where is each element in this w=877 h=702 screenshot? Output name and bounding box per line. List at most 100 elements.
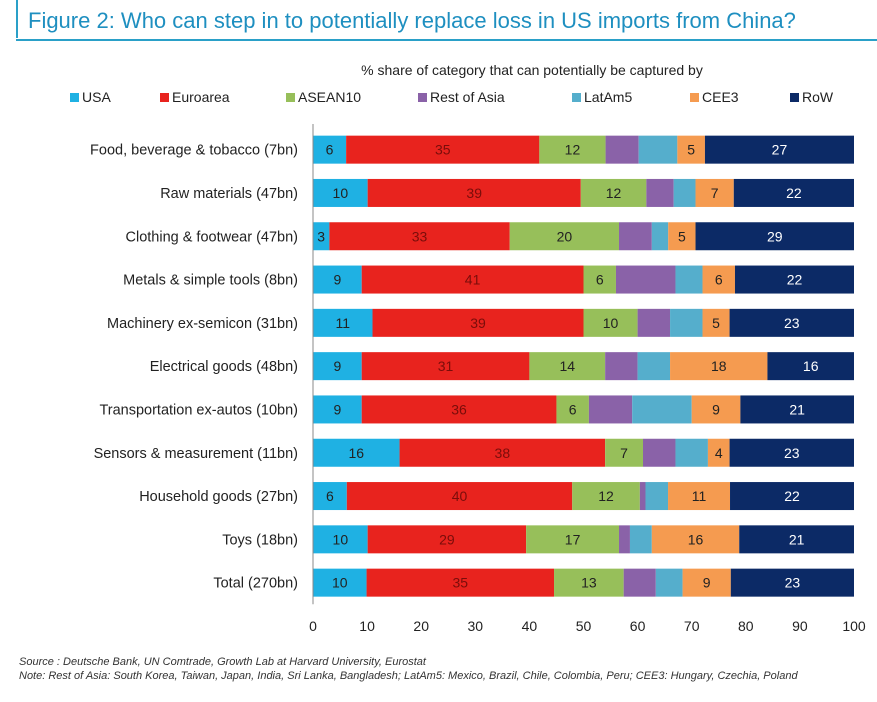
bar-segment-3-0 — [313, 265, 362, 294]
x-tick-label-7: 70 — [684, 618, 700, 634]
x-tick-label-1: 10 — [359, 618, 375, 634]
data-label-6-6: 21 — [789, 401, 805, 417]
data-label-0-6: 27 — [772, 142, 788, 158]
bar-segment-2-0 — [313, 222, 330, 251]
legend-label-0: USA — [82, 89, 111, 105]
legend: USA Euroarea ASEAN10 Rest of Asia LatAm5 CEE3… — [70, 89, 834, 105]
bar-segment-1-6 — [733, 178, 854, 207]
bar-segment-6-2 — [556, 395, 589, 424]
bar-segment-10-3 — [623, 568, 656, 597]
bar-segment-9-6 — [739, 525, 854, 554]
legend-label-4: LatAm5 — [584, 89, 632, 105]
data-label-0-1: 35 — [435, 142, 451, 158]
x-tick-label-8: 80 — [738, 618, 754, 634]
bar-segment-4-4 — [670, 308, 703, 337]
data-label-0-2: 12 — [565, 142, 581, 158]
data-label-7-1: 38 — [495, 445, 511, 461]
data-label-3-2: 6 — [596, 272, 604, 288]
data-label-8-0: 6 — [326, 488, 334, 504]
bar-segment-5-5 — [670, 352, 768, 381]
data-label-3-0: 9 — [333, 272, 341, 288]
data-label-9-2: 17 — [565, 531, 581, 547]
data-label-0-0: 6 — [326, 142, 334, 158]
data-label-6-2: 6 — [569, 401, 577, 417]
data-label-2-6: 29 — [767, 228, 783, 244]
data-label-9-6: 21 — [789, 531, 805, 547]
data-label-9-5: 16 — [688, 531, 704, 547]
data-label-3-1: 41 — [465, 272, 481, 288]
bar-segment-0-1 — [346, 135, 540, 164]
bar-segment-2-4 — [651, 222, 669, 251]
bar-segment-4-5 — [702, 308, 730, 337]
category-label-9: Toys (18bn) — [222, 532, 298, 548]
legend-label-6: RoW — [802, 89, 834, 105]
data-label-5-2: 14 — [559, 358, 575, 374]
category-label-8: Household goods (27bn) — [139, 489, 298, 505]
bar-segment-7-0 — [313, 438, 400, 467]
bar-segment-8-4 — [645, 482, 669, 511]
data-label-2-1: 33 — [412, 228, 428, 244]
data-label-4-0: 11 — [335, 315, 350, 331]
bar-segment-2-5 — [668, 222, 696, 251]
bar-segment-3-6 — [734, 265, 854, 294]
data-label-6-1: 36 — [451, 401, 467, 417]
x-tick-label-2: 20 — [413, 618, 429, 634]
bar-segment-1-5 — [695, 178, 734, 207]
data-label-7-0: 16 — [348, 445, 364, 461]
bar-segment-2-2 — [509, 222, 620, 251]
data-label-8-6: 22 — [784, 488, 800, 504]
bar-segment-7-4 — [675, 438, 708, 467]
bar-segment-9-2 — [526, 525, 620, 554]
bar-segment-0-6 — [704, 135, 854, 164]
bar-segment-10-0 — [313, 568, 367, 597]
data-label-1-5: 7 — [711, 185, 719, 201]
data-label-0-5: 5 — [687, 142, 695, 158]
bar-segment-3-5 — [702, 265, 735, 294]
category-label-2: Clothing & footwear (47bn) — [126, 229, 299, 245]
bar-segment-8-1 — [346, 482, 573, 511]
bar-segment-9-0 — [313, 525, 368, 554]
bar-segment-1-2 — [580, 178, 647, 207]
data-label-3-5: 6 — [715, 272, 723, 288]
category-label-5: Electrical goods (48bn) — [150, 359, 298, 375]
x-tick-label-3: 30 — [468, 618, 484, 634]
data-label-2-0: 3 — [317, 228, 325, 244]
legend-swatch-2 — [286, 93, 295, 102]
x-axis: 0 10 20 30 40 50 60 70 80 90 100 — [309, 124, 866, 634]
bar-segment-7-1 — [399, 438, 606, 467]
bar-segment-2-3 — [619, 222, 652, 251]
data-label-6-0: 9 — [333, 401, 341, 417]
bar-segment-8-3 — [639, 482, 646, 511]
data-label-1-2: 12 — [606, 185, 622, 201]
bar-segment-0-2 — [539, 135, 606, 164]
data-label-9-0: 10 — [333, 531, 349, 547]
x-tick-label-5: 50 — [576, 618, 592, 634]
category-label-4: Machinery ex-semicon (31bn) — [107, 316, 298, 332]
x-tick-label-9: 90 — [792, 618, 808, 634]
bar-segment-10-1 — [366, 568, 555, 597]
data-label-3-6: 22 — [787, 272, 803, 288]
legend-swatch-0 — [70, 93, 79, 102]
category-label-0: Food, beverage & tobacco (7bn) — [90, 143, 298, 159]
chart-subtitle: % share of category that can potentially… — [361, 62, 703, 78]
category-label-7: Sensors & measurement (11bn) — [94, 446, 298, 462]
legend-swatch-4 — [572, 93, 581, 102]
chart-title: Figure 2: Who can step in to potentially… — [28, 8, 796, 33]
bar-segment-8-6 — [730, 482, 854, 511]
data-label-4-6: 23 — [784, 315, 800, 331]
bar-segment-7-5 — [707, 438, 730, 467]
bar-segment-2-6 — [695, 222, 854, 251]
bar-segment-0-5 — [677, 135, 705, 164]
data-label-5-1: 31 — [438, 358, 454, 374]
data-label-7-6: 23 — [784, 445, 800, 461]
bar-segment-1-4 — [673, 178, 696, 207]
category-label-10: Total (270bn) — [213, 576, 298, 592]
bar-segment-2-1 — [329, 222, 510, 251]
category-label-3: Metals & simple tools (8bn) — [123, 273, 298, 289]
bar-segment-8-0 — [313, 482, 347, 511]
data-label-6-5: 9 — [712, 401, 720, 417]
data-label-1-0: 10 — [333, 185, 349, 201]
source-note: Source : Deutsche Bank, UN Comtrade, Gro… — [19, 656, 426, 668]
